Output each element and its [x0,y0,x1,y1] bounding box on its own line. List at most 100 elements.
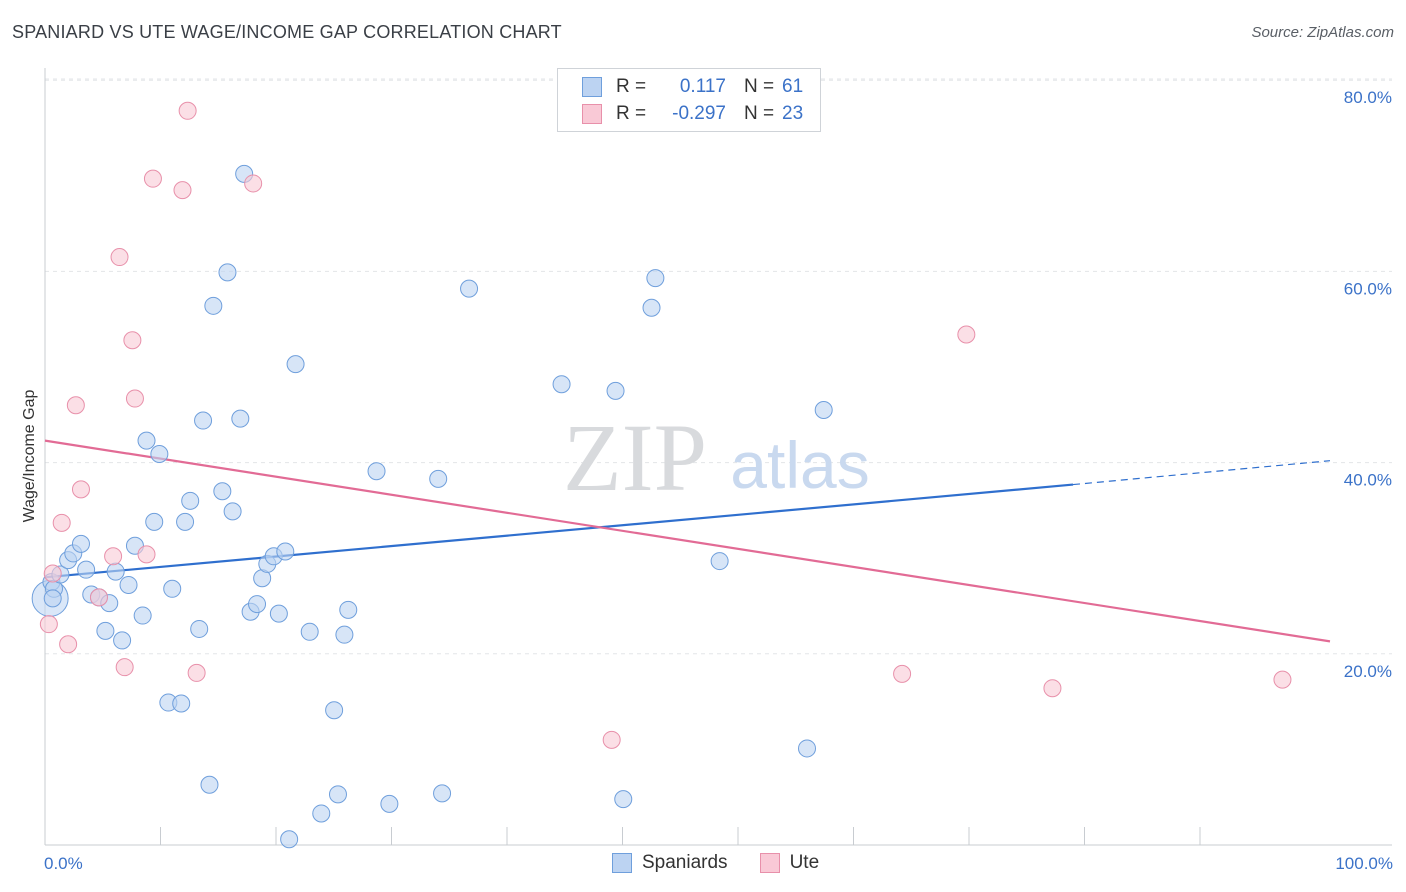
watermark-atlas: atlas [730,428,869,502]
data-point [957,325,976,344]
data-point [125,389,144,408]
data-point [43,589,62,608]
data-point [104,547,123,566]
data-point [380,794,399,813]
data-point [602,730,621,749]
data-point [137,431,156,450]
data-point [43,564,62,583]
data-point [231,409,250,428]
data-point [429,469,448,488]
y-tick-label: 20.0% [1344,662,1392,681]
data-point [172,694,191,713]
data-point [328,785,347,804]
legend-swatch-spaniards [582,77,602,97]
data-point [89,588,108,607]
watermark: ZIP atlas [563,404,870,511]
data-point [110,248,129,267]
data-point [280,830,299,849]
trend-line [44,439,1331,643]
legend-row-spaniards: R = 0.117 N = 61 [582,74,803,100]
data-point [71,480,90,499]
legend-r-value: 0.117 [679,76,726,97]
data-point [606,381,625,400]
data-point [119,575,138,594]
data-point [96,621,115,640]
data-point [176,512,195,531]
data-point [218,263,237,282]
axis-labels: 20.0% 40.0% 60.0% 80.0% 0.0% 100.0% [44,88,1393,873]
data-point [312,804,331,823]
data-point [178,101,197,120]
data-point [187,663,206,682]
correlation-legend: R = 0.117 N = 61 R = -0.297 N = 23 [557,68,821,132]
data-point [893,664,912,683]
legend-r-label: R = [616,76,647,97]
data-point [1273,670,1292,689]
data-point [614,790,633,809]
data-point [113,631,132,650]
trend-line [44,483,1074,579]
data-point [143,169,162,188]
data-point [223,502,242,521]
data-point [286,355,305,374]
data-points [31,101,1292,849]
series-label-ute: Ute [789,852,820,873]
data-point [163,579,182,598]
legend-r-value: -0.297 [672,103,726,124]
data-point [646,269,665,288]
legend-swatch-ute [582,104,602,124]
data-point [181,491,200,510]
data-point [106,562,125,581]
data-point [269,604,288,623]
series-legend: Spaniards Ute [612,852,851,874]
data-point [276,542,295,561]
data-point [335,625,354,644]
data-point [145,512,164,531]
x-tick-label: 100.0% [1335,854,1393,873]
data-point [137,545,156,564]
data-point [66,396,85,415]
data-point [325,701,344,720]
y-tick-label: 80.0% [1344,88,1392,107]
legend-n-label: N = [744,76,775,97]
data-point [59,635,78,654]
legend-n-value: 23 [782,103,804,124]
trend-line-extension [1072,460,1331,486]
chart-title: SPANIARD VS UTE WAGE/INCOME GAP CORRELAT… [12,22,562,42]
data-point [200,775,219,794]
data-point [248,595,267,614]
data-point [133,606,152,625]
data-point [204,296,223,315]
y-tick-label: 40.0% [1344,471,1392,490]
y-tick-label: 60.0% [1344,279,1392,298]
axes [44,68,1392,846]
data-point [190,619,209,638]
series-label-spaniards: Spaniards [642,852,728,873]
data-point [173,181,192,200]
data-point [115,658,134,677]
data-point [52,513,71,532]
series-legend-spaniards: Spaniards [612,852,728,874]
x-tick-label: 0.0% [44,854,83,873]
legend-row-ute: R = -0.297 N = 23 [582,101,803,127]
data-point [460,279,479,298]
legend-n-value: 61 [782,76,804,97]
data-point [213,482,232,501]
trend-lines [44,439,1331,643]
data-point [814,401,833,420]
series-swatch-spaniards [612,853,632,873]
data-point [552,375,571,394]
data-point [710,552,729,571]
data-point [194,411,213,430]
series-legend-ute: Ute [759,852,820,874]
data-point [798,739,817,758]
data-point [123,331,142,350]
source-label: Source: ZipAtlas.com [1251,24,1394,41]
data-point [1043,679,1062,698]
legend-r-label: R = [616,103,647,124]
watermark-zip: ZIP [563,404,707,511]
data-point [150,444,169,463]
data-point [339,600,358,619]
legend-n-label: N = [744,103,775,124]
